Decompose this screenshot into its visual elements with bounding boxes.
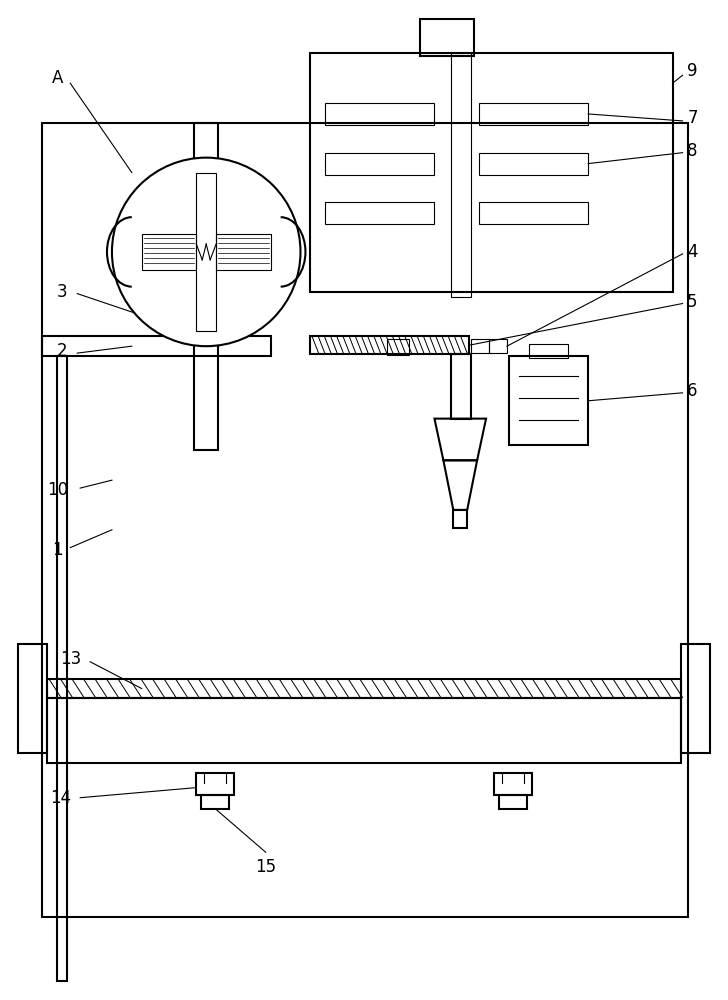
Bar xyxy=(471,339,489,353)
Bar xyxy=(529,344,569,358)
Bar xyxy=(489,339,507,353)
Bar xyxy=(17,644,47,753)
Text: A: A xyxy=(52,69,63,87)
Bar xyxy=(47,698,681,763)
Bar xyxy=(451,354,471,419)
Bar xyxy=(310,336,469,354)
Bar xyxy=(58,356,67,981)
Text: 14: 14 xyxy=(50,789,71,807)
Bar xyxy=(419,19,474,56)
Text: 5: 5 xyxy=(687,293,697,311)
Text: 1: 1 xyxy=(52,541,63,559)
Bar xyxy=(197,773,234,795)
Bar xyxy=(479,202,588,224)
Bar xyxy=(47,679,681,698)
Text: 4: 4 xyxy=(687,243,697,261)
Bar xyxy=(387,339,408,355)
Bar xyxy=(454,510,467,528)
Text: 7: 7 xyxy=(687,109,697,127)
Bar xyxy=(194,123,218,450)
Bar xyxy=(681,644,711,753)
Bar xyxy=(42,336,271,356)
Bar xyxy=(325,103,435,125)
Text: 10: 10 xyxy=(47,481,68,499)
Bar xyxy=(201,795,229,809)
Bar xyxy=(325,153,435,175)
Text: 9: 9 xyxy=(687,62,697,80)
Circle shape xyxy=(112,158,301,346)
Bar xyxy=(479,153,588,175)
Text: 6: 6 xyxy=(687,382,697,400)
Text: 2: 2 xyxy=(57,342,68,360)
Text: 3: 3 xyxy=(57,283,68,301)
Text: 13: 13 xyxy=(60,650,81,668)
Bar xyxy=(310,53,673,292)
Bar xyxy=(509,356,588,445)
Bar xyxy=(479,103,588,125)
Text: 15: 15 xyxy=(256,858,277,876)
Bar xyxy=(494,773,531,795)
Text: 8: 8 xyxy=(687,142,697,160)
Bar xyxy=(325,202,435,224)
Bar xyxy=(216,234,271,270)
Bar xyxy=(197,173,216,331)
Bar xyxy=(42,123,687,917)
Bar xyxy=(451,53,471,297)
Bar xyxy=(499,795,527,809)
Bar xyxy=(142,234,197,270)
